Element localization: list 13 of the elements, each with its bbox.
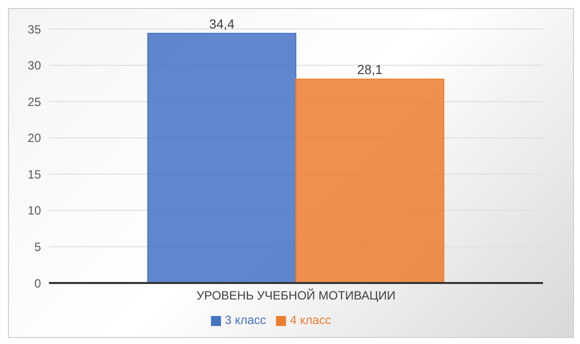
data-label: 28,1: [357, 62, 382, 78]
y-tick-label: 10: [28, 204, 42, 218]
y-tick-label: 35: [28, 22, 42, 36]
y-tick-label: 25: [28, 94, 42, 109]
x-tick-label: УРОВЕНЬ УЧЕБНОЙ МОТИВАЦИИ: [196, 288, 396, 303]
y-tick-label: 15: [28, 167, 42, 182]
y-tick-label: 20: [28, 131, 42, 146]
legend-label: 3 класс: [224, 313, 266, 327]
legend-label: 4 класс: [290, 313, 332, 327]
data-label: 34,4: [209, 16, 234, 32]
y-tick-label: 30: [28, 58, 42, 73]
y-tick-label: 0: [34, 276, 42, 290]
y-tick-label: 5: [34, 240, 42, 254]
